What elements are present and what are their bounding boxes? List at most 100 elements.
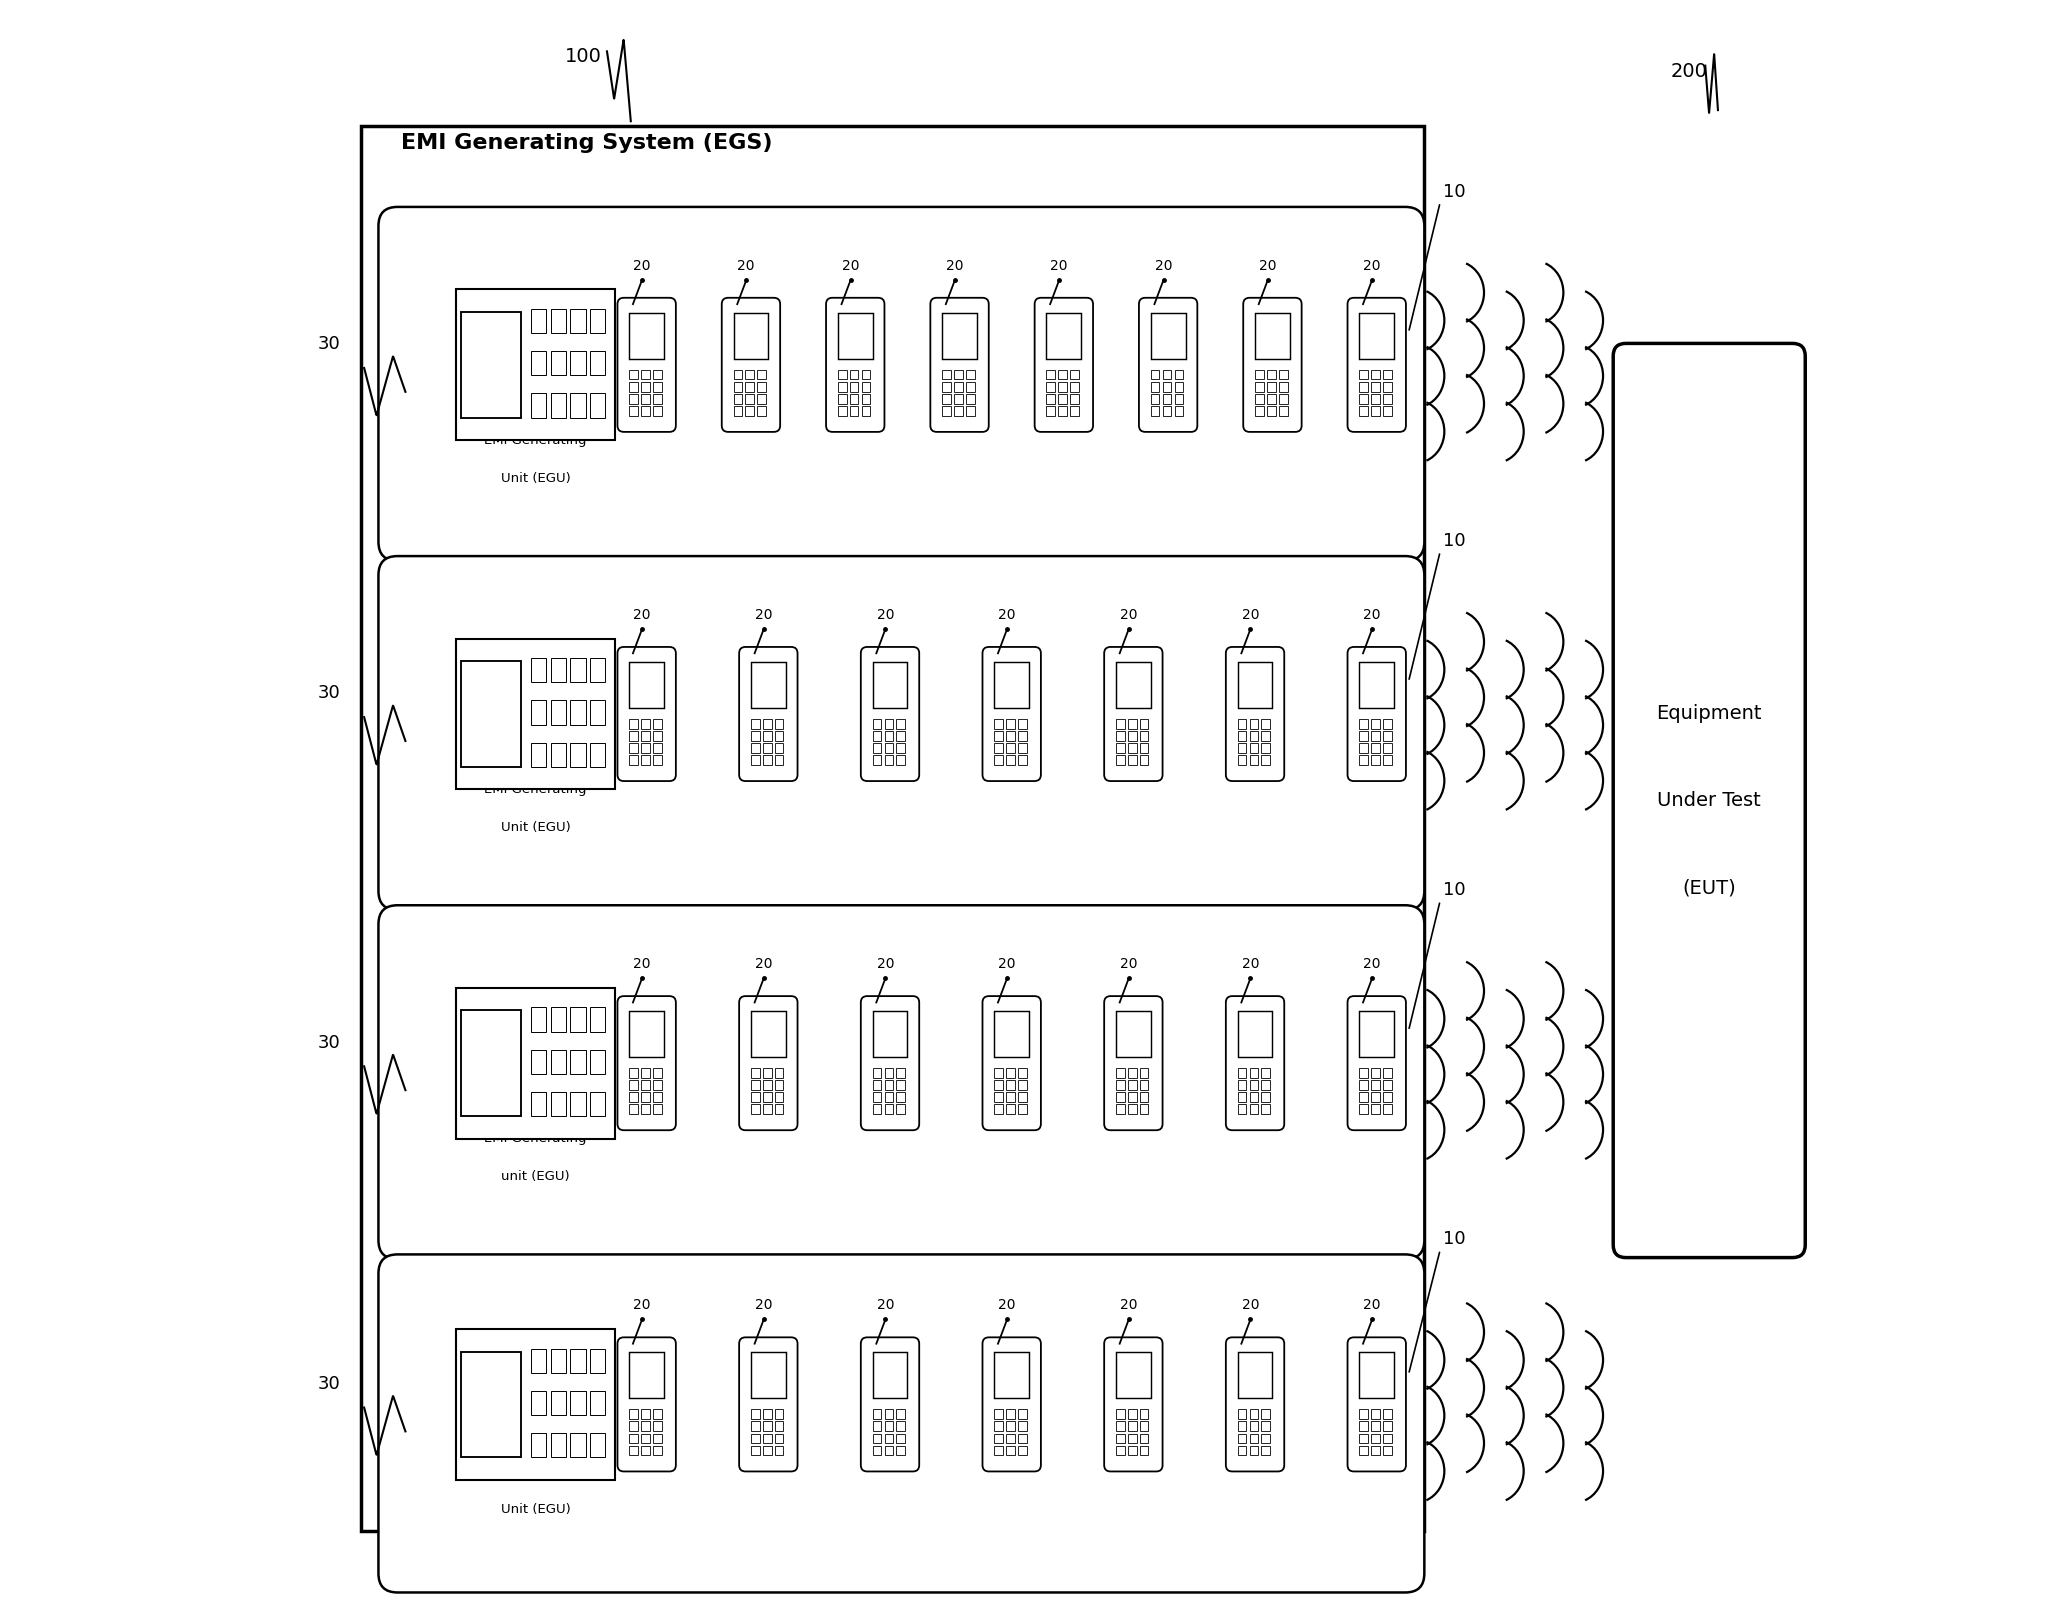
Bar [630, 719, 638, 728]
Bar [462, 661, 522, 767]
Text: 20: 20 [841, 259, 859, 272]
Bar [897, 1446, 905, 1455]
Bar [1278, 370, 1288, 379]
Bar [955, 381, 963, 392]
Bar [1238, 1422, 1247, 1431]
Text: Unit (EGU): Unit (EGU) [501, 472, 570, 485]
Text: EMI Generating: EMI Generating [485, 434, 586, 447]
FancyBboxPatch shape [1348, 298, 1406, 432]
Bar [530, 1050, 547, 1074]
Bar [872, 661, 907, 708]
FancyBboxPatch shape [826, 298, 884, 432]
Bar [1129, 1105, 1137, 1114]
Text: 20: 20 [1363, 259, 1381, 272]
Bar [551, 1050, 565, 1074]
Bar [965, 407, 975, 416]
Bar [1151, 407, 1160, 416]
Bar [884, 743, 893, 752]
Bar [551, 1433, 565, 1457]
Bar [652, 756, 663, 765]
Bar [775, 1433, 783, 1443]
Bar [652, 1081, 663, 1090]
Bar [1139, 1105, 1149, 1114]
Bar [630, 1010, 665, 1057]
Bar [862, 407, 870, 416]
Text: 20: 20 [1120, 608, 1137, 621]
Bar [1383, 394, 1392, 403]
Text: 20: 20 [754, 1298, 772, 1313]
Text: 20: 20 [1363, 1298, 1381, 1313]
Bar [965, 370, 975, 379]
FancyBboxPatch shape [379, 905, 1425, 1258]
FancyBboxPatch shape [1139, 298, 1197, 432]
Bar [1359, 1446, 1369, 1455]
Bar [955, 407, 963, 416]
Bar [1019, 1422, 1027, 1431]
Bar [630, 407, 638, 416]
Bar [642, 381, 650, 392]
Bar [1058, 381, 1067, 392]
Bar [1267, 394, 1276, 403]
Bar [897, 1092, 905, 1101]
Bar [1238, 732, 1247, 741]
Bar [942, 407, 951, 416]
FancyBboxPatch shape [1243, 298, 1303, 432]
Bar [1267, 370, 1276, 379]
Bar [762, 1409, 772, 1418]
Bar [884, 1105, 893, 1114]
Bar [1261, 1105, 1270, 1114]
Bar [1249, 719, 1259, 728]
Bar [872, 1092, 882, 1101]
Bar [570, 309, 586, 333]
Text: 10: 10 [1443, 1230, 1466, 1249]
Bar [652, 1409, 663, 1418]
Bar [762, 1068, 772, 1077]
Bar [551, 1348, 565, 1372]
Bar [862, 370, 870, 379]
FancyBboxPatch shape [723, 298, 781, 432]
Bar [551, 394, 565, 418]
Bar [590, 743, 605, 767]
Bar [752, 1105, 760, 1114]
Bar [1116, 743, 1125, 752]
Bar [1371, 1422, 1379, 1431]
Bar [1255, 394, 1263, 403]
Bar [1116, 756, 1125, 765]
Bar [994, 719, 1002, 728]
Bar [1139, 732, 1149, 741]
Bar [1007, 1068, 1015, 1077]
Bar [1359, 1422, 1369, 1431]
Bar [530, 743, 547, 767]
Bar [897, 732, 905, 741]
Bar [1116, 1422, 1125, 1431]
Bar [1249, 1433, 1259, 1443]
Text: 30: 30 [317, 1375, 340, 1393]
Bar [839, 394, 847, 403]
FancyBboxPatch shape [617, 1337, 675, 1471]
Bar [630, 1422, 638, 1431]
Bar [530, 1007, 547, 1031]
Bar [872, 1353, 907, 1398]
Bar [1046, 312, 1081, 359]
Bar [1058, 407, 1067, 416]
Text: 20: 20 [1241, 1298, 1259, 1313]
Bar [1139, 1068, 1149, 1077]
Bar [758, 407, 766, 416]
Bar [733, 312, 768, 359]
Text: 20: 20 [876, 608, 895, 621]
Bar [884, 1422, 893, 1431]
Bar [1007, 1105, 1015, 1114]
Text: EMI Generating: EMI Generating [485, 783, 586, 796]
Bar [1359, 1081, 1369, 1090]
Bar [994, 1092, 1002, 1101]
Bar [652, 1092, 663, 1101]
Bar [1238, 1105, 1247, 1114]
Bar [884, 1446, 893, 1455]
Bar [1359, 407, 1369, 416]
FancyBboxPatch shape [379, 1255, 1425, 1593]
Bar [630, 1353, 665, 1398]
Bar [652, 1068, 663, 1077]
Bar [630, 661, 665, 708]
Text: 20: 20 [754, 957, 772, 972]
Bar [1267, 407, 1276, 416]
